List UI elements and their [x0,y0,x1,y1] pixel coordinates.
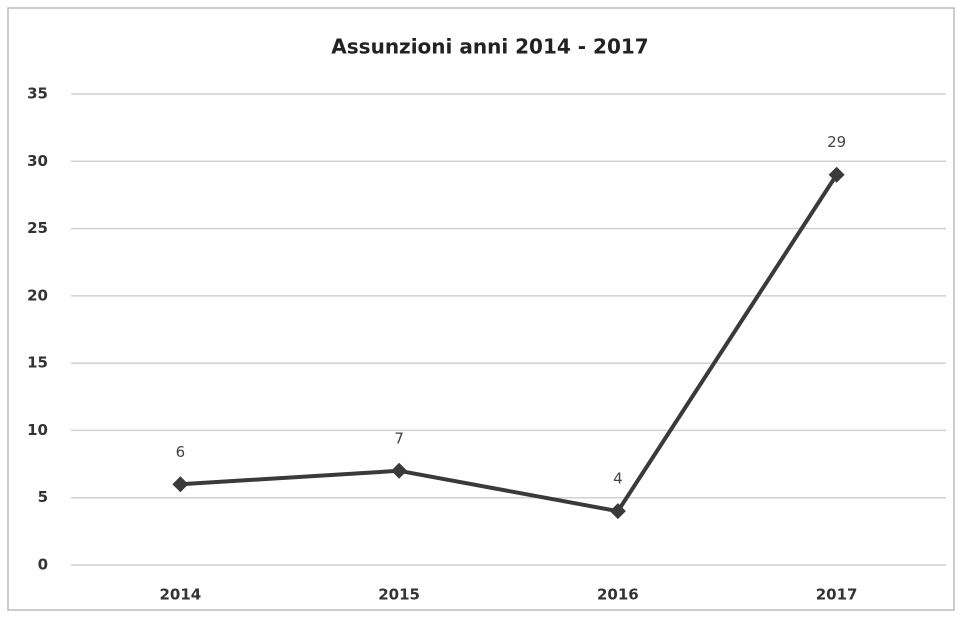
y-tick-label: 35 [27,85,48,103]
x-tick-label: 2014 [160,586,202,604]
data-point [609,503,626,520]
chart-title: Assunzioni anni 2014 - 2017 [331,35,648,59]
data-point [172,476,189,493]
y-tick-label: 20 [27,286,48,304]
y-tick-label: 5 [38,488,48,506]
series-line [180,173,839,514]
y-tick-label: 25 [27,219,48,237]
y-tick-label: 0 [38,556,48,574]
y-tick-label: 15 [27,354,48,372]
x-tick-label: 2017 [816,586,858,604]
data-label: 4 [613,470,623,488]
data-label: 29 [827,133,846,151]
chart-frame [7,7,955,611]
data-point [391,462,408,479]
x-tick-label: 2016 [597,586,639,604]
y-tick-label: 10 [27,421,48,439]
data-label: 7 [394,429,404,447]
data-label: 6 [176,443,186,461]
y-tick-label: 30 [27,152,48,170]
x-tick-label: 2015 [378,586,420,604]
data-point [828,166,845,183]
